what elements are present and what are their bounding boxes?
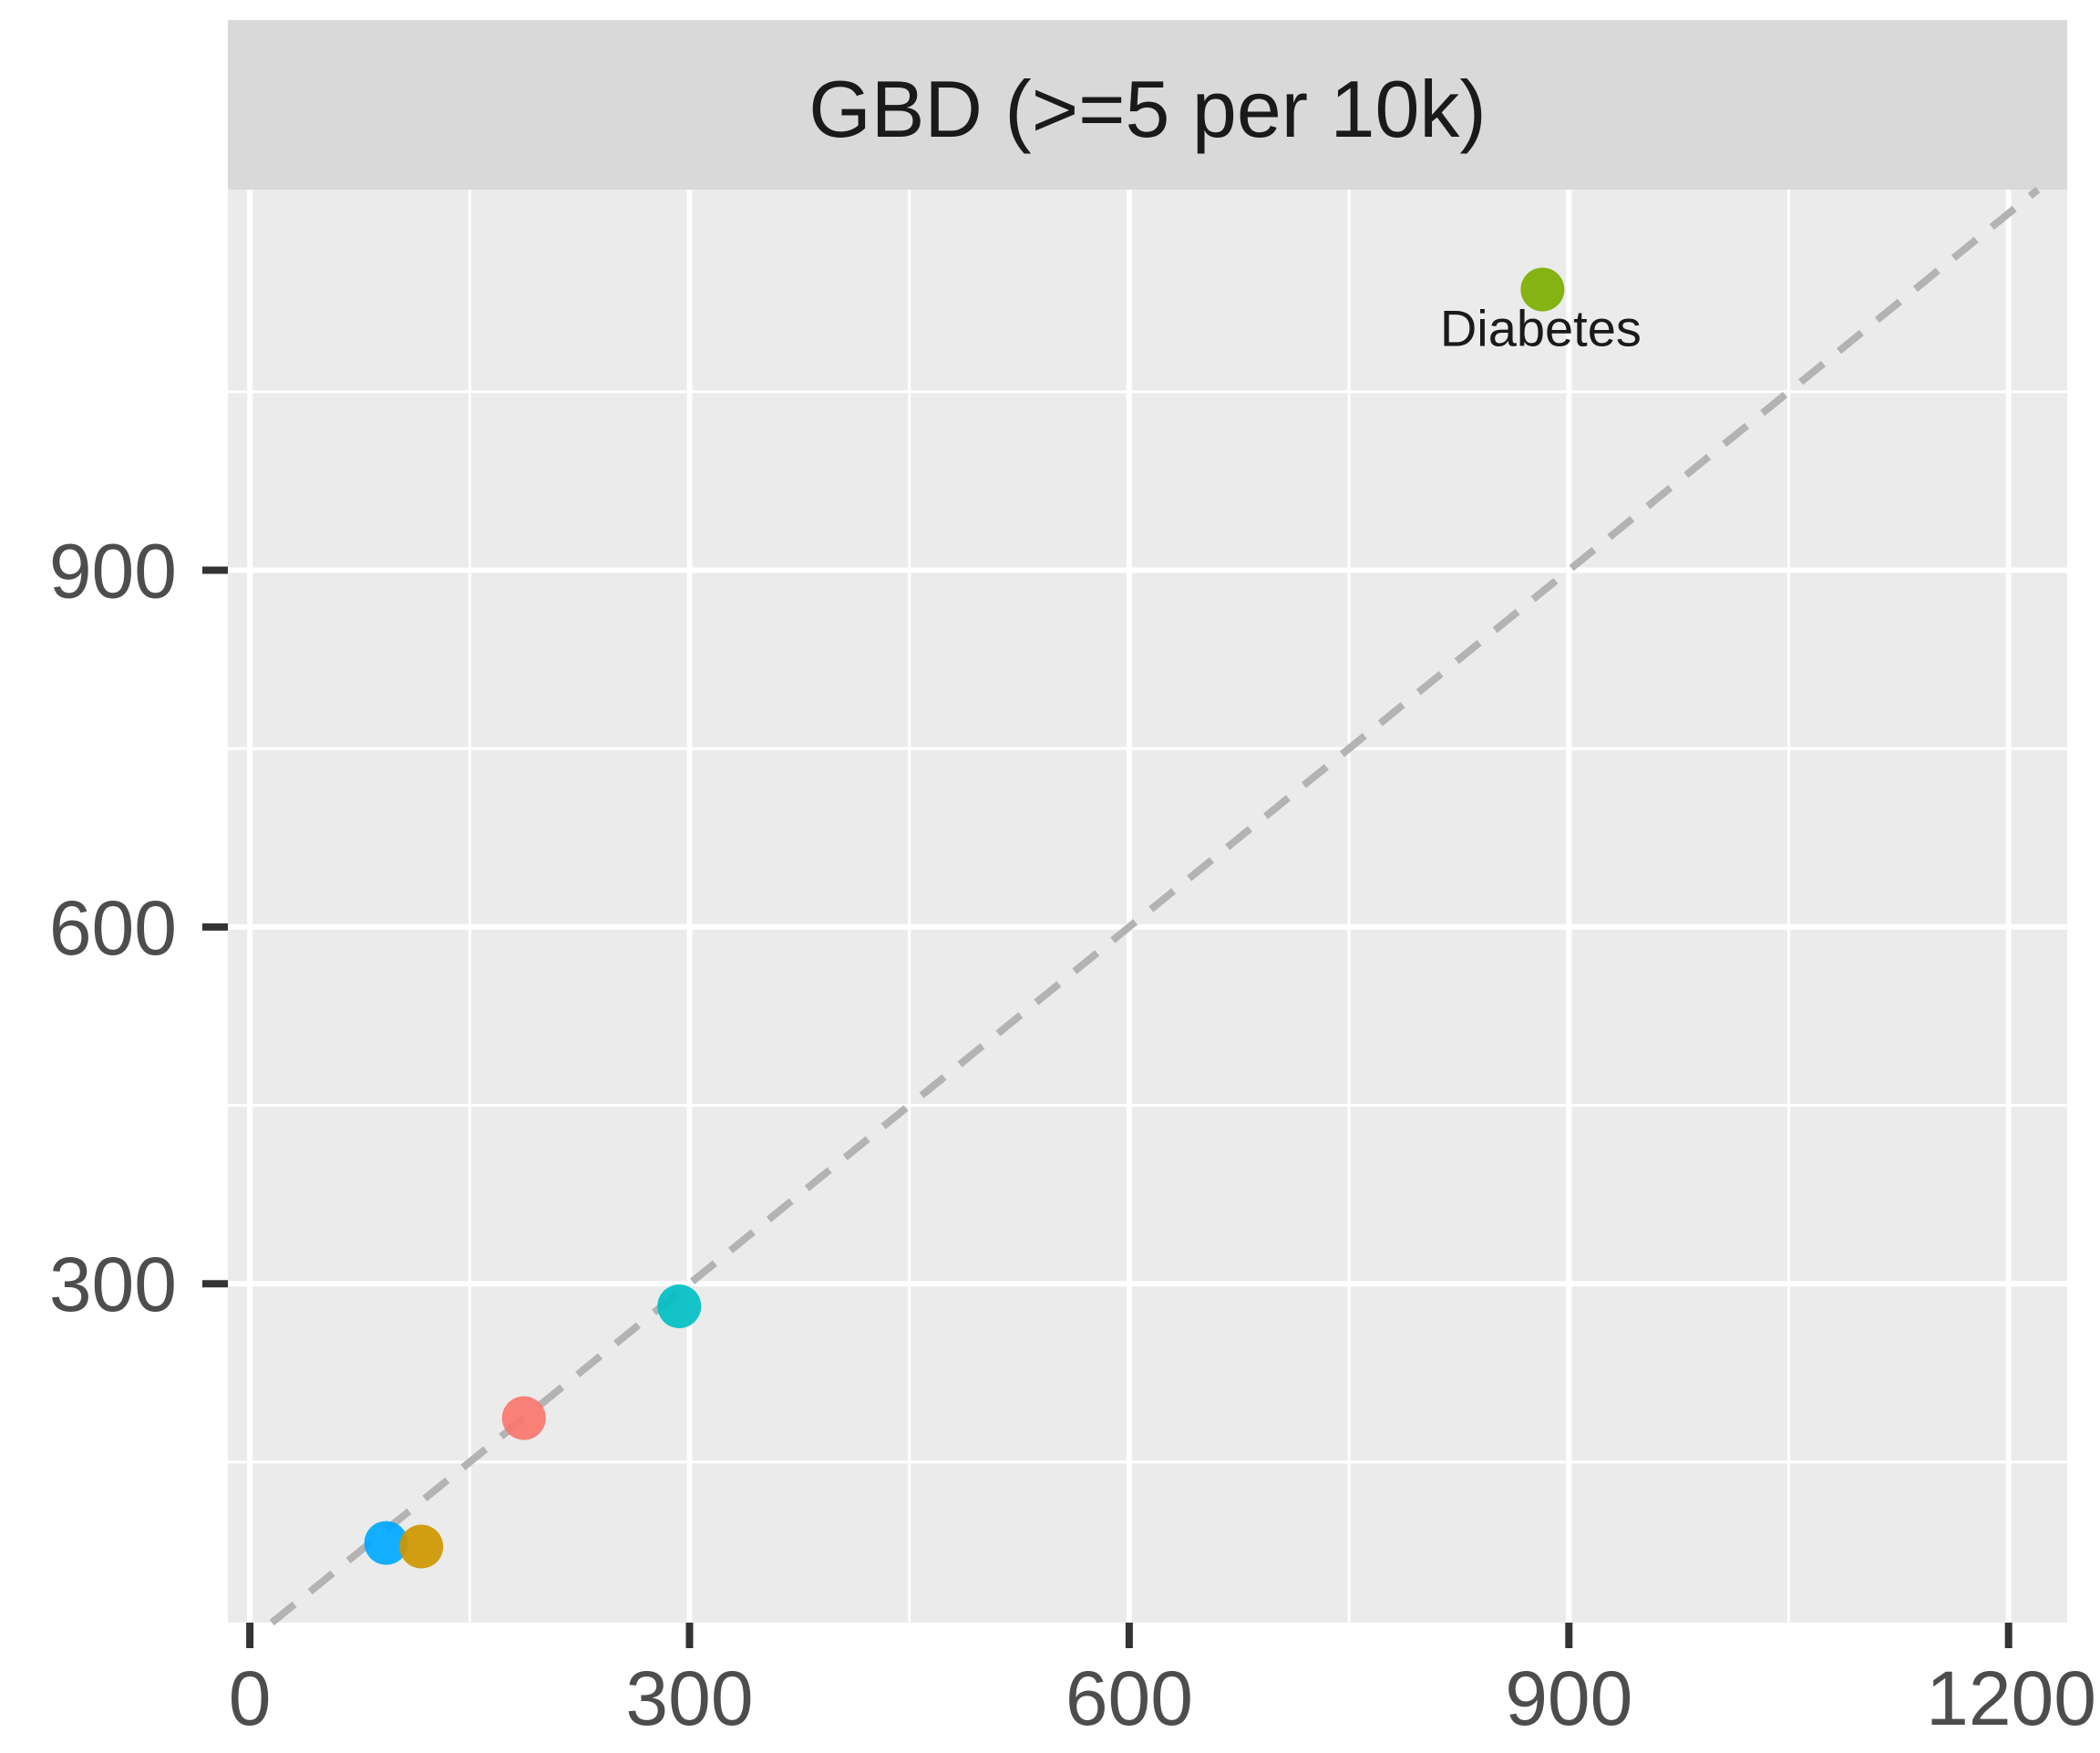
data-point — [364, 1521, 408, 1565]
identity-reference-line — [269, 186, 2041, 1626]
y-axis: 300 600 900 — [49, 528, 228, 1327]
facet-strip — [228, 20, 2067, 190]
point-label: Diabetes — [1440, 300, 1642, 357]
data-point — [1520, 267, 1565, 312]
x-tick-label: 300 — [625, 1655, 753, 1741]
minor-gridlines — [228, 190, 2067, 1623]
x-axis: 0 300 600 900 1200 — [229, 1623, 2096, 1741]
point-labels: Diabetes — [1440, 300, 1642, 357]
plot-panel — [228, 190, 2067, 1623]
major-gridlines — [228, 190, 2067, 1623]
x-tick-label: 0 — [229, 1655, 272, 1741]
data-point — [399, 1524, 444, 1569]
facet-strip-label: GBD (>=5 per 10k) — [808, 64, 1486, 154]
data-point — [501, 1396, 546, 1440]
y-tick-label: 300 — [49, 1242, 177, 1327]
x-tick-label: 600 — [1065, 1655, 1193, 1741]
y-tick-label: 900 — [49, 528, 177, 614]
data-points — [364, 267, 1565, 1569]
x-tick-label: 900 — [1505, 1655, 1632, 1741]
x-tick-label: 1200 — [1926, 1655, 2096, 1741]
data-point — [657, 1284, 702, 1328]
y-tick-label: 600 — [49, 885, 177, 971]
